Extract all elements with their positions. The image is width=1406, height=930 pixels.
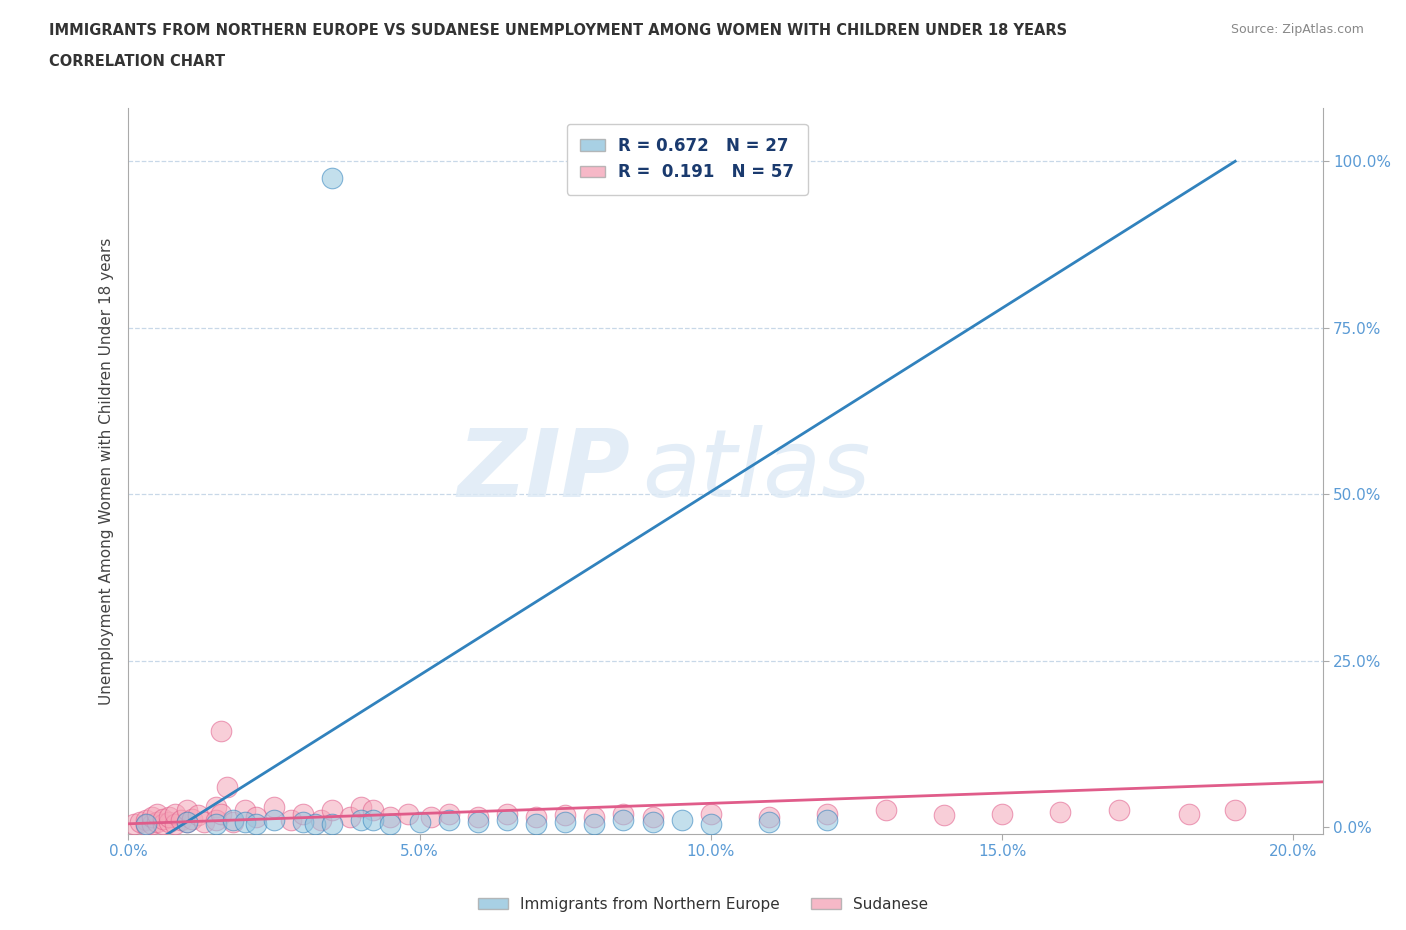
Point	[524, 817, 547, 831]
Point	[280, 813, 302, 828]
Text: Source: ZipAtlas.com: Source: ZipAtlas.com	[1230, 23, 1364, 36]
Point	[141, 817, 163, 831]
Point	[524, 810, 547, 825]
Point	[233, 815, 256, 830]
Point	[932, 807, 955, 822]
Point	[157, 815, 180, 830]
Point	[1177, 806, 1199, 821]
Point	[187, 807, 209, 822]
Text: IMMIGRANTS FROM NORTHERN EUROPE VS SUDANESE UNEMPLOYMENT AMONG WOMEN WITH CHILDR: IMMIGRANTS FROM NORTHERN EUROPE VS SUDAN…	[49, 23, 1067, 38]
Point	[321, 817, 343, 831]
Point	[141, 810, 163, 825]
Point	[350, 813, 373, 828]
Point	[204, 813, 226, 828]
Point	[211, 724, 233, 738]
Point	[309, 813, 332, 828]
Point	[583, 810, 606, 825]
Point	[875, 803, 897, 817]
Point	[163, 817, 186, 831]
Point	[321, 170, 343, 185]
Point	[671, 813, 693, 828]
Text: CORRELATION CHART: CORRELATION CHART	[49, 54, 225, 69]
Legend: R = 0.672   N = 27, R =  0.191   N = 57: R = 0.672 N = 27, R = 0.191 N = 57	[567, 124, 807, 194]
Point	[437, 813, 460, 828]
Point	[263, 813, 285, 828]
Point	[135, 813, 157, 828]
Point	[129, 815, 152, 830]
Point	[1108, 803, 1130, 817]
Point	[211, 806, 233, 821]
Point	[396, 806, 419, 821]
Point	[700, 817, 723, 831]
Point	[758, 810, 780, 825]
Point	[321, 803, 343, 817]
Point	[554, 807, 576, 822]
Point	[700, 806, 723, 821]
Point	[361, 803, 384, 817]
Point	[135, 817, 157, 832]
Point	[176, 815, 198, 830]
Point	[350, 800, 373, 815]
Text: ZIP: ZIP	[457, 425, 630, 517]
Point	[245, 810, 267, 825]
Point	[815, 813, 838, 828]
Point	[163, 806, 186, 821]
Point	[1049, 805, 1071, 820]
Point	[496, 813, 519, 828]
Text: atlas: atlas	[641, 425, 870, 516]
Point	[122, 817, 145, 831]
Point	[263, 800, 285, 815]
Point	[467, 815, 489, 830]
Legend: Immigrants from Northern Europe, Sudanese: Immigrants from Northern Europe, Sudanes…	[471, 891, 935, 918]
Point	[496, 806, 519, 821]
Point	[408, 815, 430, 830]
Point	[176, 803, 198, 817]
Point	[135, 817, 157, 831]
Point	[217, 779, 239, 794]
Point	[204, 800, 226, 815]
Point	[204, 817, 226, 831]
Point	[641, 815, 664, 830]
Point	[1225, 803, 1247, 817]
Point	[292, 815, 315, 830]
Point	[193, 815, 215, 830]
Point	[181, 812, 204, 827]
Point	[758, 815, 780, 830]
Point	[222, 815, 245, 830]
Point	[146, 815, 169, 830]
Point	[612, 806, 634, 821]
Point	[152, 812, 174, 827]
Point	[292, 806, 315, 821]
Point	[467, 810, 489, 825]
Point	[420, 810, 443, 825]
Point	[152, 817, 174, 831]
Point	[233, 803, 256, 817]
Point	[991, 806, 1014, 821]
Point	[157, 810, 180, 825]
Point	[815, 806, 838, 821]
Y-axis label: Unemployment Among Women with Children Under 18 years: Unemployment Among Women with Children U…	[100, 237, 114, 705]
Point	[339, 810, 361, 825]
Point	[583, 817, 606, 831]
Point	[612, 813, 634, 828]
Point	[170, 813, 193, 828]
Point	[176, 815, 198, 830]
Point	[245, 817, 267, 831]
Point	[554, 815, 576, 830]
Point	[146, 806, 169, 821]
Point	[304, 817, 326, 831]
Point	[222, 813, 245, 828]
Point	[437, 806, 460, 821]
Point	[380, 810, 402, 825]
Point	[380, 817, 402, 831]
Point	[361, 813, 384, 828]
Point	[641, 810, 664, 825]
